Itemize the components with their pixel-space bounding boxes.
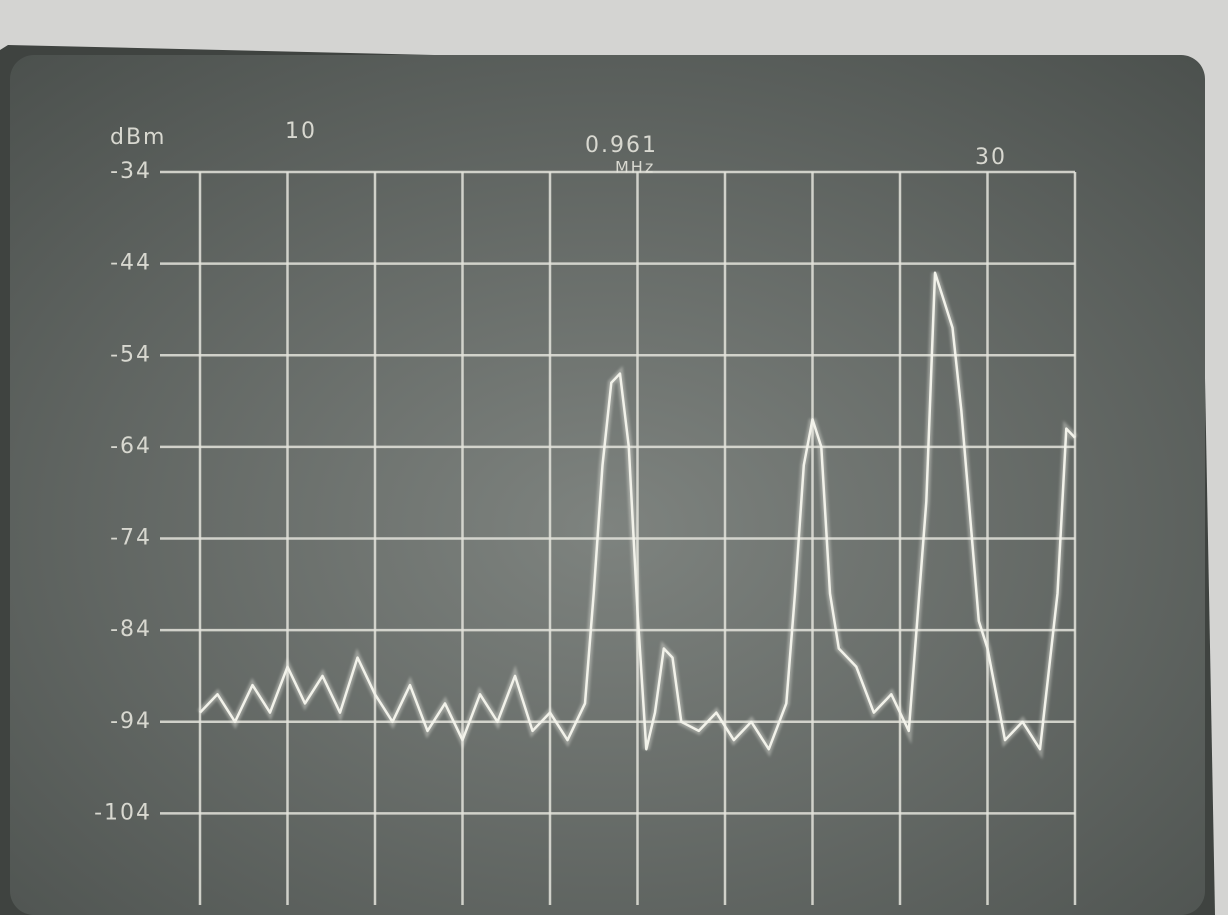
- y-tick-label: -44: [110, 251, 152, 276]
- y-tick-label: -34: [110, 159, 152, 184]
- center-label: 0.961: [585, 133, 658, 158]
- center-unit: MHz: [615, 158, 655, 177]
- trace: [199, 271, 1076, 751]
- y-tick-label: -54: [110, 342, 152, 367]
- y-tick-label: -74: [110, 526, 152, 551]
- span-label: 10: [285, 119, 317, 144]
- y-unit: dBm: [110, 125, 167, 150]
- y-tick-label: -84: [110, 617, 152, 642]
- plot: -34 -44 -54 -64 -74 -84 -94 -104: [94, 159, 1078, 905]
- y-tick-label: -94: [110, 709, 152, 734]
- screen: [10, 55, 1205, 915]
- y-tick-label: -64: [110, 434, 152, 459]
- rbw-label: 30: [975, 145, 1007, 170]
- y-tick-label: -104: [94, 800, 152, 825]
